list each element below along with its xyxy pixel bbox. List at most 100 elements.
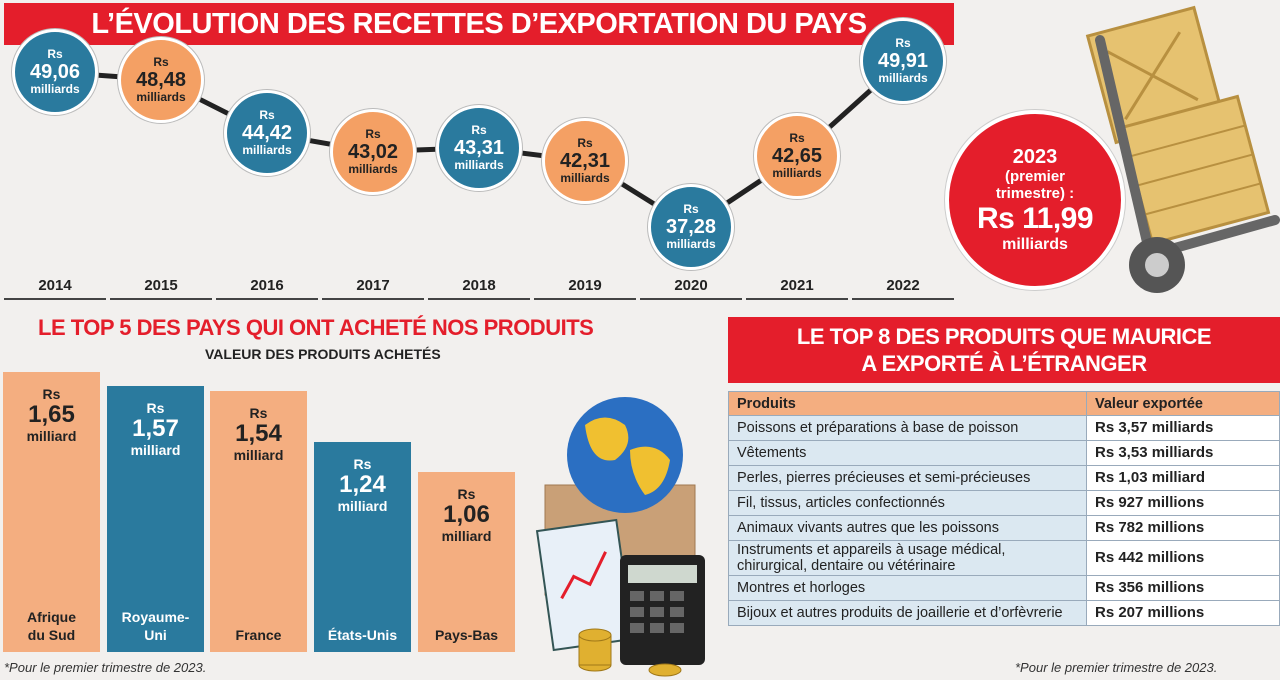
year-tick-2020: 2020 bbox=[674, 277, 708, 294]
hand-truck-icon bbox=[1085, 5, 1280, 293]
bar-5: Rs 1,06 milliard Pays-Bas bbox=[418, 472, 515, 652]
bar-unit: milliard bbox=[130, 442, 181, 458]
q1-2023-highlight: 2023 (premier trimestre) : Rs 11,99 mill… bbox=[945, 110, 1125, 290]
bar-currency: Rs bbox=[353, 456, 372, 472]
table-row: Poissons et préparations à base de poiss… bbox=[728, 415, 1280, 441]
top8-products-table: Produits Valeur exportée Poissons et pré… bbox=[728, 391, 1280, 626]
point-unit: milliards bbox=[454, 157, 504, 172]
product-value: Rs 927 millions bbox=[1086, 490, 1280, 516]
column-header-value: Valeur exportée bbox=[1086, 391, 1280, 416]
point-unit: milliards bbox=[560, 170, 610, 185]
product-value: Rs 3,53 milliards bbox=[1086, 440, 1280, 466]
footnote-left: *Pour le premier trimestre de 2023. bbox=[4, 660, 207, 675]
bar-currency: Rs bbox=[457, 486, 476, 502]
timeline-point-2017: Rs 43,02 milliards bbox=[330, 108, 416, 195]
product-name: Bijoux et autres produits de joaillerie … bbox=[728, 600, 1087, 626]
timeline-point-2019: Rs 42,31 milliards bbox=[542, 117, 628, 204]
year-tick-2018: 2018 bbox=[462, 277, 496, 294]
point-currency: Rs bbox=[895, 36, 911, 50]
timeline-point-2016: Rs 44,42 milliards bbox=[224, 90, 310, 177]
year-tick-2022: 2022 bbox=[886, 277, 920, 294]
bar-value-label: 1,65 bbox=[28, 401, 75, 428]
table-header-row: Produits Valeur exportée bbox=[728, 391, 1280, 416]
product-name: Montres et horloges bbox=[728, 575, 1087, 601]
product-value: Rs 782 millions bbox=[1086, 515, 1280, 541]
top5-subtitle: VALEUR DES PRODUITS ACHETÉS bbox=[205, 346, 441, 362]
table-row: Vêtements Rs 3,53 milliards bbox=[728, 440, 1280, 466]
q1-year: 2023 bbox=[1012, 146, 1058, 168]
bar-1: Rs 1,65 milliard Afrique du Sud bbox=[3, 372, 100, 652]
top5-title: LE TOP 5 DES PAYS QUI ONT ACHETÉ NOS PRO… bbox=[38, 315, 594, 340]
year-axis-segment bbox=[852, 298, 954, 300]
product-value: Rs 356 millions bbox=[1086, 575, 1280, 601]
point-value: 44,42 bbox=[241, 122, 293, 145]
q1-unit: milliards bbox=[1002, 236, 1068, 253]
column-header-products: Produits bbox=[728, 391, 1087, 416]
timeline-point-2018: Rs 43,31 milliards bbox=[436, 104, 522, 191]
point-value: 49,91 bbox=[877, 50, 929, 72]
bar-value-label: 1,06 bbox=[443, 501, 490, 528]
bar-unit: milliard bbox=[233, 447, 284, 463]
q1-desc-line1: (premier bbox=[1004, 168, 1066, 185]
point-value: 42,65 bbox=[771, 145, 823, 168]
footnote-right: *Pour le premier trimestre de 2023. bbox=[1015, 660, 1218, 675]
bar-value-label: 1,57 bbox=[132, 415, 179, 442]
bar-category-label: France bbox=[235, 627, 282, 643]
year-tick-2015: 2015 bbox=[144, 277, 178, 294]
timeline-point-2014: Rs 49,06 milliards bbox=[12, 29, 98, 116]
table-row: Animaux vivants autres que les poissons R… bbox=[728, 515, 1280, 541]
table-row: Bijoux et autres produits de joaillerie … bbox=[728, 600, 1280, 626]
point-unit: milliards bbox=[772, 166, 822, 181]
year-tick-2019: 2019 bbox=[568, 277, 602, 294]
point-currency: Rs bbox=[683, 202, 699, 216]
year-tick-2021: 2021 bbox=[780, 277, 814, 294]
point-value: 49,06 bbox=[29, 61, 81, 84]
bar-currency: Rs bbox=[249, 405, 268, 421]
year-axis-segment bbox=[216, 298, 318, 300]
product-name: Vêtements bbox=[728, 440, 1087, 466]
year-axis-segment bbox=[640, 298, 742, 300]
product-name: Fil, tissus, articles confectionnés bbox=[728, 490, 1087, 516]
point-unit: milliards bbox=[242, 143, 292, 158]
point-unit: milliards bbox=[878, 71, 928, 85]
trade-illustration bbox=[535, 397, 705, 677]
product-name: Perles, pierres précieuses et semi-préci… bbox=[728, 465, 1087, 491]
year-axis-segment bbox=[428, 298, 530, 300]
bar-currency: Rs bbox=[42, 386, 61, 402]
point-unit: milliards bbox=[348, 161, 398, 176]
year-axis-segment bbox=[322, 298, 424, 300]
point-currency: Rs bbox=[471, 122, 487, 137]
table-row: Fil, tissus, articles confectionnés Rs 92… bbox=[728, 490, 1280, 516]
product-value: Rs 207 millions bbox=[1086, 600, 1280, 626]
product-name: Poissons et préparations à base de poiss… bbox=[728, 415, 1087, 441]
main-title: L’ÉVOLUTION DES RECETTES D’EXPORTATION D… bbox=[91, 8, 867, 40]
top8-title-banner: LE TOP 8 DES PRODUITS QUE MAURICE A EXPO… bbox=[728, 317, 1280, 383]
bar-3: Rs 1,54 milliard France bbox=[210, 391, 307, 652]
point-value: 43,31 bbox=[453, 136, 505, 159]
point-currency: Rs bbox=[365, 126, 381, 141]
bar-value-label: 1,54 bbox=[235, 420, 282, 447]
product-name: Instruments et appareils à usage médical… bbox=[728, 540, 1087, 576]
bar-2: Rs 1,57 milliard Royaume- Uni bbox=[107, 386, 204, 652]
top8-title-line1: LE TOP 8 DES PRODUITS QUE MAURICE bbox=[796, 324, 1212, 349]
bar-category-label: États-Unis bbox=[327, 627, 398, 643]
point-value: 48,48 bbox=[135, 68, 187, 91]
product-value: Rs 442 millions bbox=[1086, 540, 1280, 576]
q1-desc-line2: trimestre) : bbox=[995, 185, 1075, 202]
year-axis-segment bbox=[534, 298, 636, 300]
product-value: Rs 1,03 milliard bbox=[1086, 465, 1280, 491]
point-value: 42,31 bbox=[559, 149, 611, 172]
year-tick-2017: 2017 bbox=[356, 277, 390, 294]
bar-4: Rs 1,24 milliard États-Unis bbox=[314, 442, 411, 652]
point-currency: Rs bbox=[259, 108, 275, 123]
point-currency: Rs bbox=[577, 135, 593, 150]
bar-category-label: Pays-Bas bbox=[434, 627, 499, 643]
year-axis-segment bbox=[4, 298, 106, 300]
table-row: Montres et horloges Rs 356 millions bbox=[728, 575, 1280, 601]
point-currency: Rs bbox=[47, 47, 63, 62]
timeline-point-2015: Rs 48,48 milliards bbox=[118, 36, 204, 123]
bar-value-label: 1,24 bbox=[339, 471, 386, 498]
top5-bar-chart: Rs 1,65 milliard Afrique du Sud Rs 1,57 milliar… bbox=[0, 360, 520, 680]
point-currency: Rs bbox=[153, 54, 169, 69]
product-name: Animaux vivants autres que les poissons bbox=[728, 515, 1087, 541]
